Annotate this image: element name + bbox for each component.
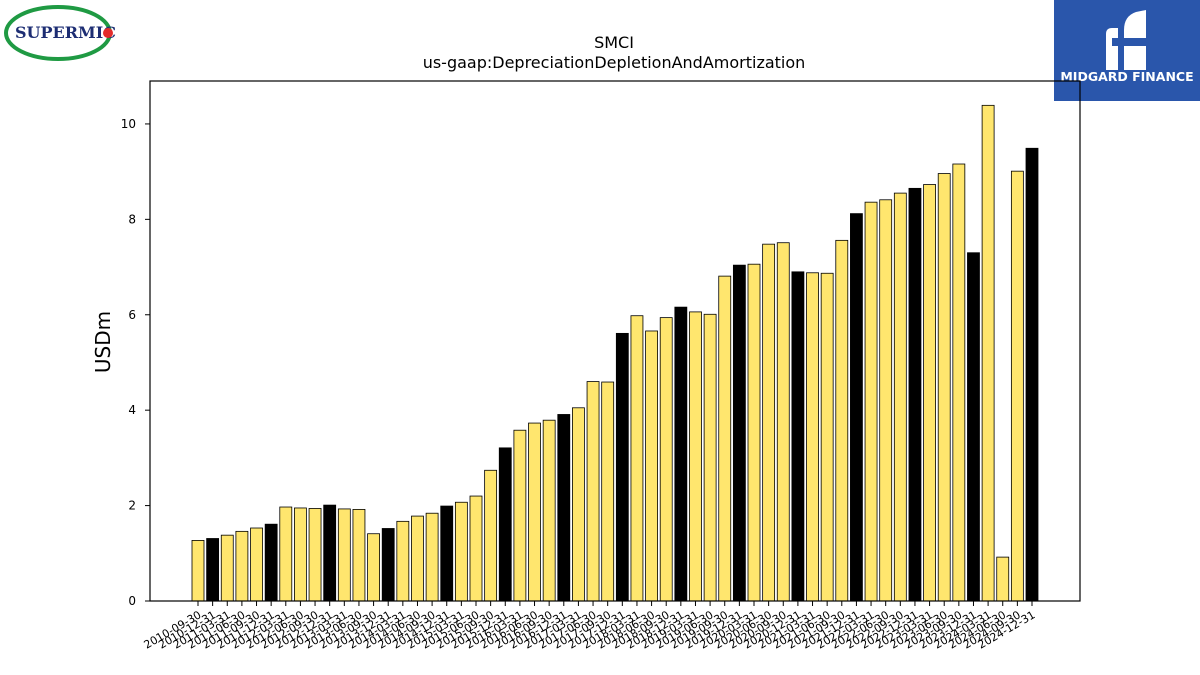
bar-2013-06-30 [352, 508, 366, 602]
bar-2019-03-31 [689, 311, 702, 602]
y-tick-label: 0 [128, 594, 136, 608]
bar-2011-09-30 [250, 527, 263, 602]
chart-title: SMCI [594, 33, 634, 52]
bar-2011-12-31 [264, 523, 278, 602]
bar-2017-09-30 [601, 381, 615, 602]
y-tick-label: 10 [121, 117, 136, 131]
bar-2015-09-30 [484, 469, 498, 602]
y-tick-label: 2 [128, 499, 136, 513]
bar-2010-12-31 [206, 538, 220, 602]
bar-2011-03-31 [220, 534, 234, 602]
midgard-emblem-icon [1106, 10, 1148, 70]
bar-2020-12-31 [791, 271, 805, 602]
bar-2012-06-30 [294, 507, 307, 602]
y-tick-label: 4 [128, 403, 136, 417]
bar-2014-09-30 [425, 512, 439, 602]
bar-2024-12-31 [1025, 147, 1039, 602]
bar-2014-06-30 [411, 515, 424, 602]
bar-2012-09-30 [308, 508, 322, 602]
bar-2022-12-31 [908, 187, 922, 602]
bar-2013-03-31 [337, 508, 351, 602]
bar-2023-09-30 [952, 163, 966, 602]
bar-2018-03-31 [630, 315, 644, 602]
bar-2021-03-31 [806, 272, 819, 602]
plot-frame [149, 80, 1081, 602]
bar-2021-09-30 [835, 239, 849, 602]
bar-2016-06-30 [528, 422, 541, 602]
supermicro-logo-text: SUPERMICR [15, 23, 116, 42]
bar-2013-09-30 [367, 533, 380, 602]
bar-2023-03-31 [923, 184, 936, 602]
y-tick-label: 8 [128, 212, 136, 226]
bar-2018-06-30 [645, 330, 658, 602]
bar-2019-06-30 [703, 313, 717, 602]
bar-2017-03-31 [572, 407, 585, 602]
bar-2021-12-31 [850, 213, 863, 602]
bar-2023-12-31 [967, 252, 980, 602]
bar-2018-09-30 [659, 317, 673, 602]
bar-2016-12-31 [557, 414, 571, 602]
y-tick-label: 6 [128, 308, 136, 322]
bar-2012-12-31 [323, 504, 337, 602]
midgard-finance-badge: MIDGARD FINANCE [1054, 0, 1200, 101]
bar-2020-03-31 [747, 263, 761, 602]
bar-2021-06-30 [820, 272, 834, 602]
bar-2017-12-31 [615, 332, 629, 602]
bar-2022-06-30 [879, 199, 893, 602]
x-axis-ticks: 2010-09-302010-12-312011-03-312011-06-30… [142, 601, 1038, 652]
bar-2014-03-31 [396, 520, 410, 602]
bar-2019-09-30 [718, 275, 732, 602]
bar-2020-09-30 [776, 242, 790, 602]
bar-2016-03-31 [513, 429, 527, 602]
y-axis-ticks: 0 2 4 6 8 10 [121, 117, 150, 608]
bar-2016-09-30 [542, 419, 556, 602]
midgard-finance-text: MIDGARD FINANCE [1060, 69, 1193, 84]
bar-2023-06-30 [937, 173, 951, 602]
bar-2015-03-31 [454, 501, 468, 602]
bar-2012-03-31 [279, 506, 293, 602]
bar-2020-06-30 [762, 243, 776, 602]
bar-2013-12-31 [381, 528, 395, 602]
bars-group [191, 104, 1039, 602]
bar-2024-09-30 [1010, 170, 1024, 602]
supermicro-logo-dot [103, 28, 113, 38]
bar-2011-06-30 [235, 530, 249, 602]
bar-2019-12-31 [732, 264, 746, 602]
bar-2024-03-31 [981, 104, 995, 602]
bar-2010-09-30 [191, 540, 205, 602]
bar-2017-06-30 [586, 381, 600, 602]
bar-2015-06-30 [469, 495, 483, 602]
bar-2015-12-31 [498, 447, 512, 602]
bar-2024-06-30 [996, 556, 1010, 602]
supermicro-logo: SUPERMICR [4, 5, 116, 61]
midgard-finance-logo: MIDGARD FINANCE [1054, 0, 1200, 101]
chart-subtitle: us-gaap:DepreciationDepletionAndAmortiza… [423, 53, 806, 72]
bar-2022-09-30 [893, 192, 907, 602]
y-axis-label: USDm [91, 311, 115, 373]
bar-2022-03-31 [864, 201, 878, 602]
bar-2018-12-31 [674, 306, 688, 602]
bar-2014-12-31 [440, 505, 454, 602]
